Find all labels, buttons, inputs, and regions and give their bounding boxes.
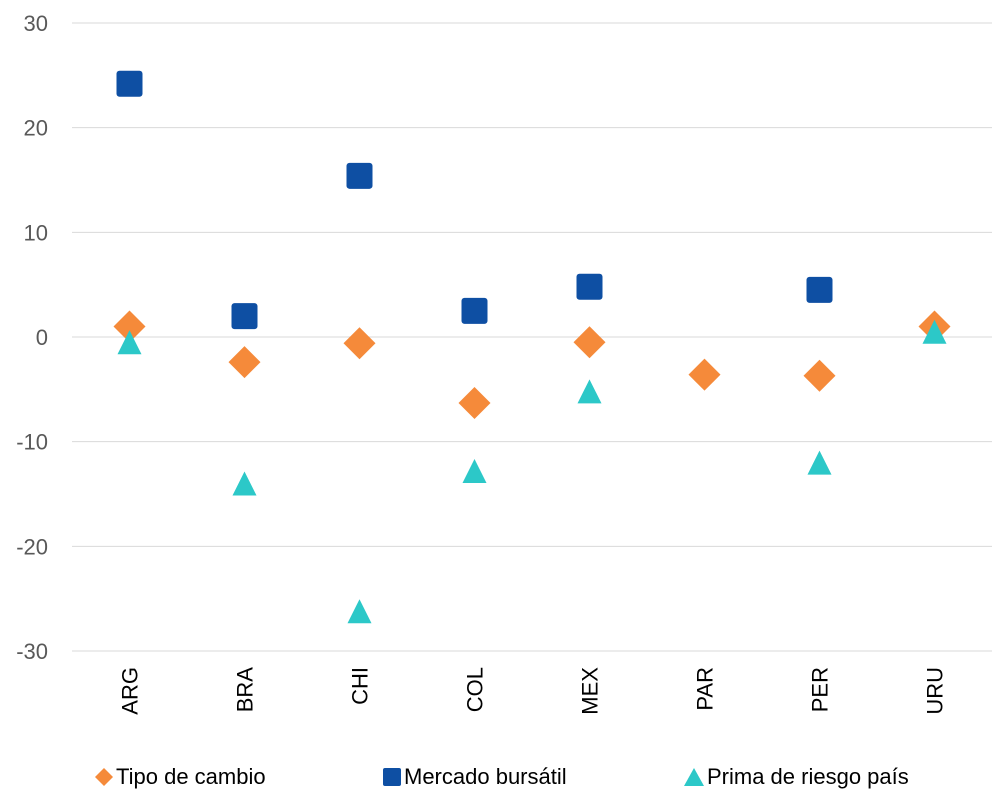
x-category-label: PAR (693, 667, 718, 711)
triangle-point (807, 450, 832, 475)
square-point (116, 70, 143, 97)
y-tick-label: -10 (16, 430, 48, 455)
square-point (231, 303, 258, 330)
square-point (806, 276, 833, 303)
diamond-point (228, 346, 261, 379)
square-point (576, 273, 603, 300)
x-category-label: CHI (348, 667, 373, 705)
scatter-chart: 30 20 10 0 -10 -20 -30 ARG BRA CHI COL MEX PAR PER UR… (16, 11, 992, 715)
triangle-point (347, 599, 372, 624)
diamond-point (803, 359, 836, 392)
y-tick-label: 0 (36, 325, 48, 350)
square-point (461, 297, 488, 324)
y-tick-label: 20 (24, 116, 48, 141)
x-axis-category-labels: ARG BRA CHI COL MEX PAR PER URU (118, 667, 948, 715)
y-tick-label: 30 (24, 11, 48, 36)
diamond-point (573, 326, 606, 359)
legend-item-tipo-de-cambio: Tipo de cambio (94, 764, 266, 790)
x-category-label: BRA (233, 667, 258, 713)
square-point (346, 162, 373, 189)
diamond-point (688, 358, 721, 391)
diamond-point (458, 386, 491, 419)
square-marker-icon (383, 768, 401, 786)
y-tick-label: -20 (16, 534, 48, 559)
legend-item-prima-de-riesgo-pais: Prima de riesgo país (683, 764, 909, 790)
gridlines (72, 22, 992, 652)
legend-label: Prima de riesgo país (707, 764, 909, 789)
legend-label: Mercado bursátil (404, 764, 567, 789)
triangle-point (462, 458, 487, 483)
x-category-label: URU (923, 667, 948, 715)
triangle-point (117, 330, 142, 355)
y-tick-label: 10 (24, 220, 48, 245)
triangle-marker-icon (684, 768, 704, 786)
legend: Tipo de cambio Mercado bursátil Prima de… (0, 764, 992, 795)
data-points (113, 70, 951, 624)
triangle-point (232, 471, 257, 496)
triangle-point (922, 319, 947, 344)
legend-label: Tipo de cambio (116, 764, 266, 789)
diamond-point (343, 327, 376, 360)
y-axis-tick-labels: 30 20 10 0 -10 -20 -30 (16, 11, 48, 664)
x-category-label: COL (463, 667, 488, 712)
x-category-label: PER (808, 667, 833, 712)
y-tick-label: -30 (16, 639, 48, 664)
x-category-label: MEX (578, 667, 603, 715)
diamond-marker-icon (95, 768, 113, 786)
triangle-point (577, 379, 602, 404)
x-category-label: ARG (118, 667, 143, 715)
legend-item-mercado-bursatil: Mercado bursátil (382, 764, 567, 790)
diamond-point (113, 310, 146, 343)
